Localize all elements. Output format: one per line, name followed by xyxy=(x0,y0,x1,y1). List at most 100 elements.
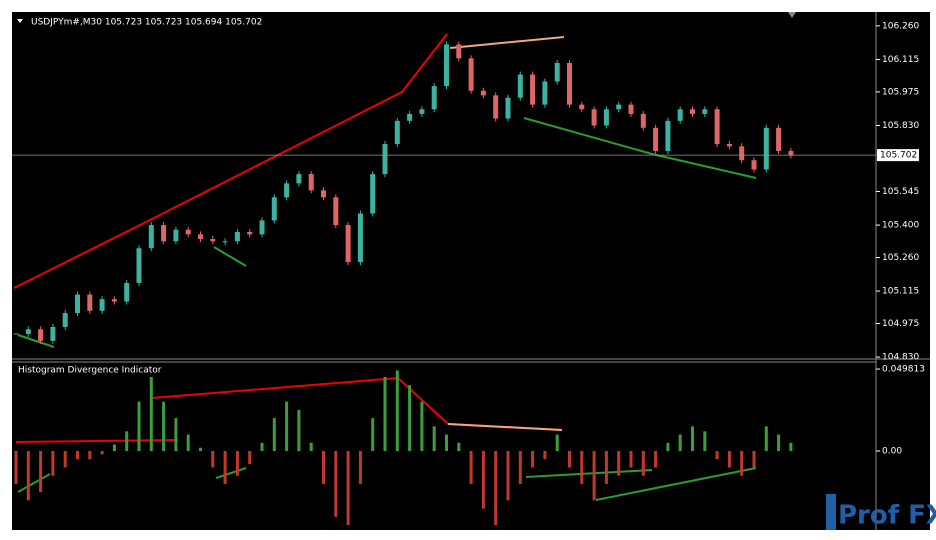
histogram-bar xyxy=(432,426,436,452)
candle xyxy=(394,120,400,145)
price-label-box xyxy=(877,149,919,162)
y-tick-label: 0.049813 xyxy=(882,365,925,375)
histogram-bar xyxy=(26,451,30,501)
candle xyxy=(690,109,695,114)
y-tick-label: 105.260 xyxy=(882,253,919,263)
candle xyxy=(75,294,80,314)
histogram-bar xyxy=(481,451,485,509)
histogram-bar xyxy=(235,451,239,476)
candle xyxy=(542,81,548,105)
histogram-bar xyxy=(137,401,141,452)
candle xyxy=(505,97,511,119)
histogram-bar xyxy=(691,426,694,452)
y-tick-label: 104.830 xyxy=(882,353,919,363)
histogram-bar xyxy=(285,401,289,452)
histogram-bar xyxy=(727,451,731,468)
candle xyxy=(271,197,277,221)
candle xyxy=(382,144,388,175)
shift-marker xyxy=(788,12,796,18)
candle xyxy=(357,213,363,263)
histogram-bar xyxy=(568,451,571,468)
current-price-label: 105.702 xyxy=(880,151,917,161)
candle xyxy=(431,86,437,110)
histogram-bar xyxy=(186,434,190,452)
candle xyxy=(628,104,634,114)
candle xyxy=(370,174,376,214)
histogram-bar xyxy=(408,385,412,452)
candle xyxy=(198,234,203,239)
histogram-bar xyxy=(334,451,338,517)
candle xyxy=(776,127,782,151)
watermark: Prof FX xyxy=(838,501,936,531)
candle xyxy=(173,229,179,242)
histogram-bar xyxy=(789,442,793,452)
histogram-bar xyxy=(309,442,313,452)
trend-line xyxy=(215,467,247,479)
candle xyxy=(419,109,425,114)
candle xyxy=(50,326,56,341)
candle xyxy=(591,109,597,126)
menu-arrow[interactable] xyxy=(17,19,23,23)
histogram-bar xyxy=(211,451,215,468)
candle xyxy=(296,174,302,184)
histogram-bar xyxy=(666,442,670,452)
histogram-bar xyxy=(445,434,448,452)
histogram-bar xyxy=(703,431,707,452)
y-tick-label: 105.975 xyxy=(882,87,919,97)
histogram-bar xyxy=(199,447,202,452)
symbol-header: USDJPYm#,M30 105.723 105.723 105.694 105… xyxy=(31,18,262,28)
histogram-bar xyxy=(494,451,498,526)
trend-lines xyxy=(13,33,757,501)
histogram-bar xyxy=(678,434,682,452)
candle xyxy=(444,44,449,87)
candle xyxy=(333,197,339,226)
histogram-bar xyxy=(162,401,166,452)
histogram-bar xyxy=(112,444,116,452)
y-tick-label: 105.545 xyxy=(882,187,919,197)
candle xyxy=(739,146,745,161)
histogram-bar xyxy=(777,434,781,452)
candle xyxy=(62,313,68,327)
histogram-bar xyxy=(14,451,18,484)
y-tick-label: 104.975 xyxy=(882,319,919,329)
y-tick-label: 106.115 xyxy=(882,55,919,65)
trend-line xyxy=(213,246,247,267)
histogram-bar xyxy=(604,451,608,484)
histogram-bar xyxy=(531,451,535,468)
candle xyxy=(653,127,659,151)
histogram-bar xyxy=(322,451,325,484)
candle xyxy=(616,104,622,110)
candle xyxy=(407,113,413,121)
candle xyxy=(161,225,167,242)
candle xyxy=(321,190,326,198)
histogram-bar xyxy=(63,451,67,468)
candle xyxy=(714,109,720,145)
histogram-bar xyxy=(654,451,658,468)
trend-line xyxy=(525,469,653,478)
histogram-bar xyxy=(248,451,252,465)
candle xyxy=(751,160,757,170)
histogram-bar xyxy=(457,442,461,452)
histogram-bar xyxy=(629,451,633,468)
histogram-bar xyxy=(555,434,559,452)
histogram-bar xyxy=(125,431,129,452)
histogram-bar xyxy=(39,451,43,493)
trend-line xyxy=(17,473,51,493)
histogram-bar xyxy=(149,376,153,452)
trend-line xyxy=(17,334,55,348)
histogram-bar xyxy=(76,451,79,460)
trend-line xyxy=(449,36,565,49)
candle xyxy=(222,241,228,243)
candle xyxy=(493,95,499,119)
histogram-bar xyxy=(346,451,350,526)
logo-bar xyxy=(826,494,836,530)
y-tick-label: 105.115 xyxy=(882,287,919,297)
histogram-bar xyxy=(395,370,399,452)
histogram-bar xyxy=(617,451,621,476)
histogram-bar xyxy=(260,442,264,452)
candle xyxy=(345,225,351,263)
candle xyxy=(554,62,560,82)
candle xyxy=(702,109,708,114)
indicator-title: Histogram Divergence Indicator xyxy=(18,366,162,376)
histogram-bar xyxy=(740,451,744,476)
